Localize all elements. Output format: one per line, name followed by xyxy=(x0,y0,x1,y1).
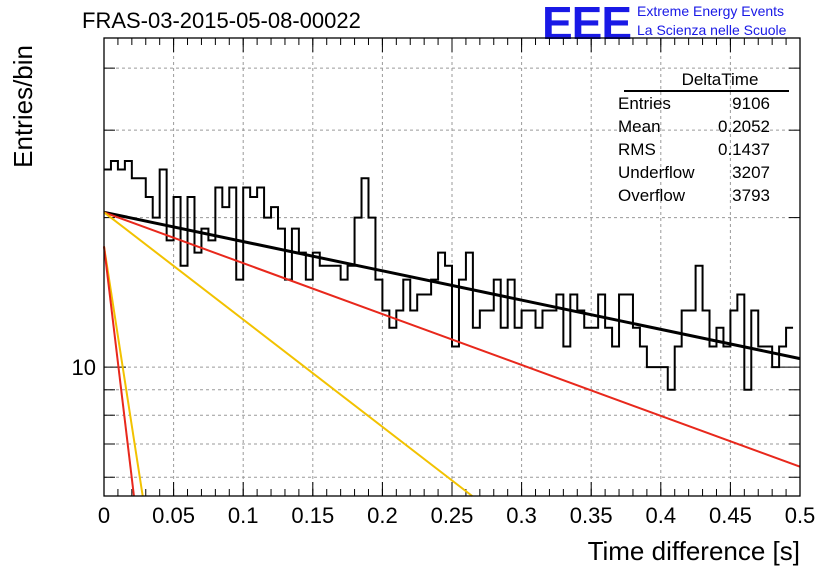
stats-box: DeltaTime Entries 9106 Mean 0.2052 RMS 0… xyxy=(610,70,790,207)
x-tick-label: 0.2 xyxy=(367,503,398,528)
plot-frame xyxy=(103,37,801,497)
stat-label: Underflow xyxy=(618,163,695,182)
x-tick-label: 0.3 xyxy=(506,503,537,528)
tick-labels-layer: 0 0.05 0.1 0.15 0.2 0.25 0.3 0.35 0.4 0.45 0.5 10 xyxy=(72,355,816,528)
fit-layer xyxy=(103,210,801,497)
x-tick-label: 0.15 xyxy=(291,503,334,528)
stat-row-entries: Entries 9106 xyxy=(610,92,790,115)
stats-title-rule xyxy=(624,90,789,92)
stat-value: 0.2052 xyxy=(718,117,770,136)
stat-value: 0.1437 xyxy=(718,140,770,159)
stat-row-underflow: Underflow 3207 xyxy=(610,161,790,184)
fit-component-line xyxy=(103,246,144,497)
stat-row-rms: RMS 0.1437 xyxy=(610,138,790,161)
x-tick-label: 0.1 xyxy=(228,503,259,528)
histogram-layer xyxy=(104,160,794,391)
x-tick-label: 0.25 xyxy=(431,503,474,528)
stat-row-mean: Mean 0.2052 xyxy=(610,115,790,138)
stats-title: DeltaTime xyxy=(681,70,759,89)
fit-component-line xyxy=(103,211,473,497)
stat-value: 3793 xyxy=(732,186,770,205)
stat-label: Entries xyxy=(618,94,671,113)
histogram-steps xyxy=(104,160,794,391)
stat-row-overflow: Overflow 3793 xyxy=(610,184,790,207)
x-tick-label: 0.4 xyxy=(646,503,677,528)
y-tick-label: 10 xyxy=(72,355,96,380)
x-tick-label: 0 xyxy=(98,503,110,528)
logo-caption-line2: La Scienza nelle Scuole xyxy=(637,22,787,38)
fit-component-line xyxy=(103,246,135,497)
stat-label: Overflow xyxy=(618,186,686,205)
stat-value: 3207 xyxy=(732,163,770,182)
y-axis-label: Entries/bin xyxy=(8,45,38,168)
fit-component-line xyxy=(103,211,801,468)
stat-label: RMS xyxy=(618,140,656,159)
logo-caption-line1: Extreme Energy Events xyxy=(637,3,785,19)
stat-label: Mean xyxy=(618,117,661,136)
x-tick-label: 0.45 xyxy=(709,503,752,528)
x-axis-label: Time difference [s] xyxy=(588,536,800,566)
stat-value: 9106 xyxy=(732,94,770,113)
x-tick-label: 0.35 xyxy=(570,503,613,528)
x-tick-label: 0.05 xyxy=(152,503,195,528)
page-title: FRAS-03-2015-05-08-00022 xyxy=(82,8,361,33)
x-tick-label: 0.5 xyxy=(785,503,816,528)
fit-total-line xyxy=(103,210,801,361)
